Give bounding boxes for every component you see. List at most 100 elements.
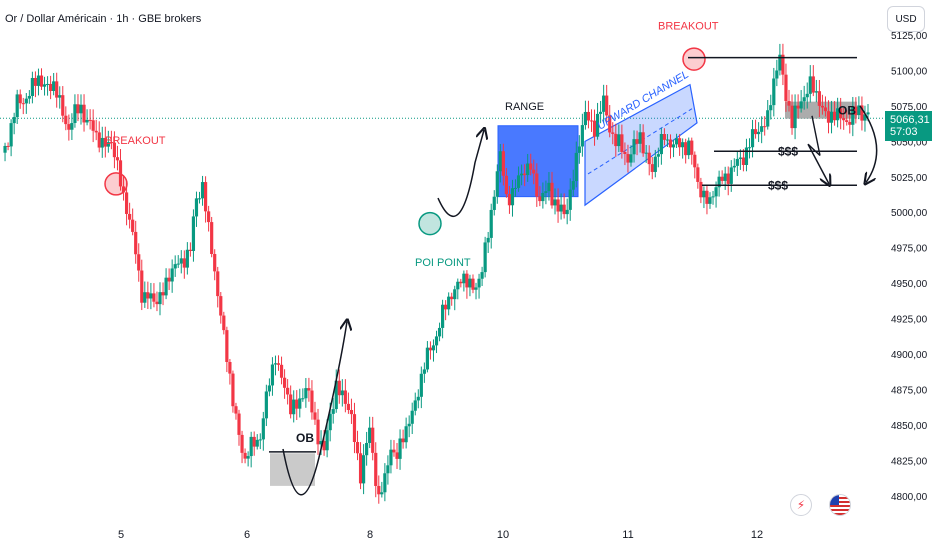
candle	[301, 388, 305, 402]
candle-body	[228, 361, 232, 374]
candle-body	[437, 327, 442, 337]
candle	[73, 94, 77, 128]
candle	[258, 433, 262, 450]
candle	[161, 282, 165, 306]
candle	[182, 250, 186, 279]
candle	[179, 250, 183, 274]
candle	[167, 268, 171, 291]
ob-label-left: OB	[296, 431, 314, 445]
candle-body	[826, 111, 831, 123]
candle	[85, 109, 89, 126]
candle	[36, 68, 41, 96]
candle	[295, 390, 299, 421]
candle-body	[653, 156, 657, 172]
candle	[513, 179, 518, 197]
candle	[121, 175, 126, 201]
candle-body	[656, 154, 660, 157]
candle-body	[82, 104, 86, 123]
projection-leg-1	[811, 115, 821, 156]
candle-body	[744, 147, 749, 165]
candle-body	[246, 456, 250, 459]
candle-body	[580, 125, 584, 147]
candle-body	[571, 181, 575, 190]
candle	[128, 202, 132, 229]
lightning-icon[interactable]: ⚡	[790, 494, 812, 516]
candle-body	[91, 120, 95, 131]
candle-body	[513, 187, 518, 189]
candle	[662, 128, 667, 146]
candle	[112, 131, 117, 169]
candle	[772, 67, 776, 117]
y-tick-label: 4950,00	[891, 279, 928, 290]
symbol-title: Or / Dollar Américain · 1h · GBE brokers	[5, 13, 202, 25]
candle	[602, 84, 606, 124]
candle	[240, 430, 244, 464]
candle-body	[492, 196, 496, 210]
candle	[711, 190, 715, 205]
candle-body	[829, 111, 834, 123]
candle	[474, 282, 478, 300]
x-tick-label: 5	[118, 529, 124, 541]
candle-body	[845, 120, 849, 122]
candle-body	[547, 182, 551, 192]
candle	[234, 402, 238, 420]
candle-body	[392, 449, 396, 453]
candle-body	[538, 196, 542, 202]
candle	[617, 124, 621, 153]
candle-body	[304, 388, 308, 399]
candle	[210, 216, 214, 258]
candle-body	[295, 399, 299, 409]
candle-body	[176, 263, 180, 265]
candle-body	[690, 140, 694, 155]
candle-body	[222, 315, 226, 331]
candle-body	[322, 441, 326, 451]
candle-body	[88, 119, 92, 121]
candle-body	[453, 289, 457, 300]
candle-body	[158, 292, 162, 305]
candle-body	[832, 111, 837, 121]
poi-circle	[418, 211, 442, 236]
candle-body	[671, 144, 676, 148]
candle-body	[717, 176, 721, 188]
candle	[219, 292, 223, 324]
candle	[863, 105, 867, 132]
candle-body	[589, 120, 594, 122]
candle	[832, 101, 837, 126]
candle-body	[128, 213, 132, 220]
candle-body	[225, 330, 229, 362]
candle	[398, 429, 402, 470]
candle-body	[507, 194, 512, 206]
candle	[462, 270, 466, 292]
candle-body	[720, 176, 724, 181]
candle-body	[331, 409, 335, 414]
currency-button[interactable]: USD	[887, 6, 925, 32]
candle	[571, 169, 575, 197]
candle-body	[292, 399, 296, 415]
candle-body	[252, 436, 256, 447]
candle	[501, 143, 505, 186]
candle-body	[346, 403, 350, 410]
candle	[459, 278, 463, 288]
candle-body	[544, 191, 548, 193]
us-flag-icon[interactable]	[829, 494, 851, 516]
candle-body	[301, 398, 305, 400]
candle-body	[374, 452, 378, 486]
candle-body	[805, 93, 809, 98]
candle	[562, 193, 566, 219]
candle-body	[723, 173, 727, 181]
candle-body	[477, 278, 481, 288]
candle	[313, 401, 317, 425]
candle-body	[255, 439, 259, 447]
candle	[687, 137, 691, 160]
candle-body	[793, 105, 797, 129]
candle	[808, 65, 812, 103]
candle	[595, 102, 600, 140]
candle	[137, 243, 141, 282]
candle	[170, 259, 174, 293]
candle	[839, 97, 843, 130]
candle	[757, 122, 761, 143]
candle	[94, 119, 98, 141]
candle-body	[820, 105, 825, 108]
